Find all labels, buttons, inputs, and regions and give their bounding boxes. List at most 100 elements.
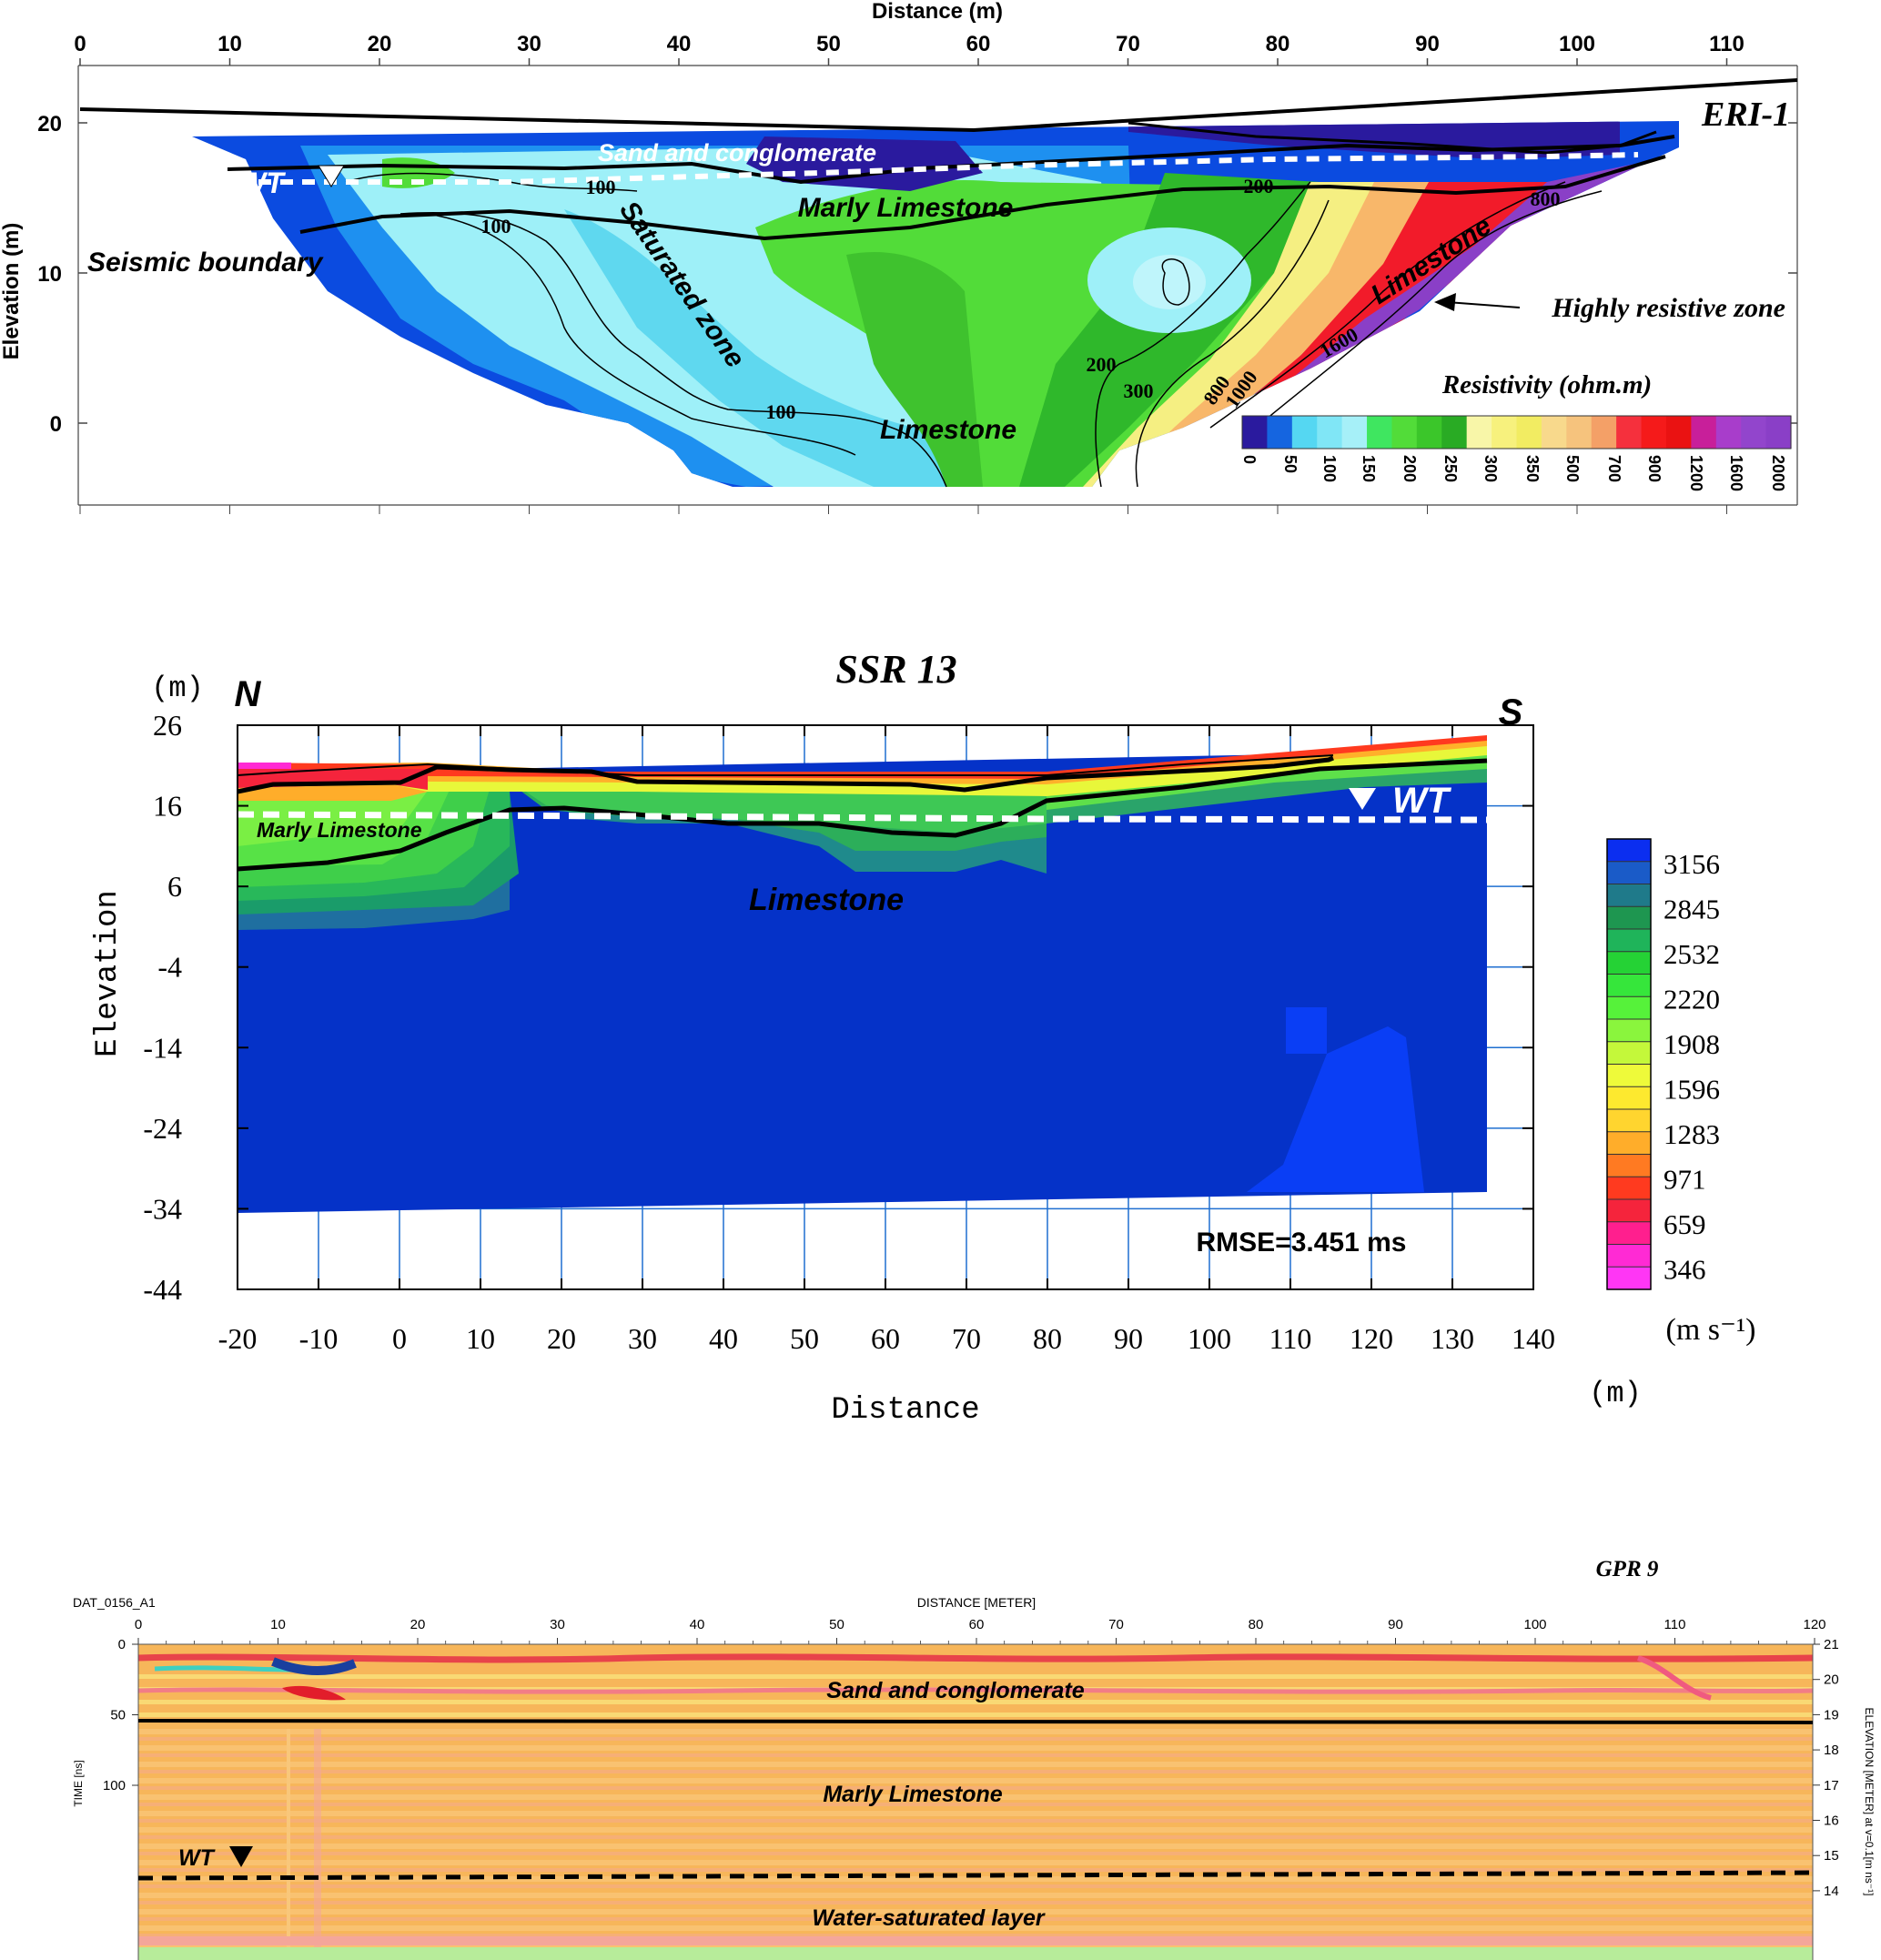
gpr-wt-marker [229, 1846, 253, 1867]
eri-x-tick-label: 10 [217, 32, 242, 56]
ssr-y-tick-label: 16 [153, 790, 182, 823]
eri-y-tick-label: 10 [37, 262, 62, 287]
ssr-legend-tick-label: 2845 [1664, 894, 1720, 925]
eri-x-tick-label: 110 [1709, 32, 1744, 56]
ssr-legend-swatch [1607, 1064, 1651, 1087]
eri-x-tick-label: 100 [1559, 32, 1595, 56]
ssr-legend-swatch [1607, 1221, 1651, 1246]
ssr-legend-tick-label: 971 [1664, 1164, 1706, 1196]
eri-contour-label: 800 [1531, 187, 1561, 210]
gpr-radargram [138, 1644, 1813, 1960]
ssr-legend-ticks: 3156 2845 2532 2220 1908 1596 1283 971 659 346 [1664, 848, 1720, 1286]
eri-legend-swatch [1367, 416, 1393, 449]
ssr-x-tick-label: 130 [1431, 1322, 1474, 1355]
gpr-y-tick-label: 100 [103, 1778, 126, 1793]
gpr-band-pink [138, 1901, 1813, 1904]
ssr-legend-swatch [1607, 974, 1651, 997]
gpr-band-pink [138, 1819, 1813, 1823]
eri-legend-frame [1241, 415, 1792, 450]
gpr-x-tick-label: 110 [1664, 1617, 1686, 1632]
gpr-band-pink [138, 1770, 1813, 1773]
ssr-legend-tick-label: 346 [1664, 1254, 1706, 1286]
ssr-y-tick-label: -4 [157, 951, 182, 984]
gpr-right-ticks: 21 20 19 18 17 16 15 14 [1813, 1637, 1839, 1899]
eri-label-limestone-bottom: Limestone [880, 415, 1016, 445]
eri-legend-swatch [1691, 416, 1717, 449]
gpr-right-label: ELEVATION [METER] at v=0.1[m ns⁻¹] [1863, 1708, 1876, 1896]
ssr-y-ticks: 26 16 6 -4 -14 -24 -34 -44 [143, 709, 1533, 1306]
gpr-bands [138, 1674, 1813, 1954]
eri-label-wt: WT [238, 167, 286, 199]
ssr-legend-tick-label: 659 [1664, 1208, 1706, 1240]
eri-y-tick-label: 20 [37, 112, 62, 136]
ssr-north: N [235, 674, 262, 714]
gpr-band-pink [138, 1917, 1813, 1921]
eri-x-tick-label: 20 [368, 32, 392, 56]
ssr-legend-tick-label: 1908 [1664, 1028, 1720, 1060]
gpr-x-tick-label: 50 [829, 1617, 844, 1632]
eri-legend-tick-label: 200 [1401, 455, 1419, 482]
gpr-band-light [138, 1893, 1813, 1898]
gpr-x-tick-label: 10 [270, 1617, 286, 1632]
gpr-band-pink [138, 1868, 1813, 1872]
gpr-y-tick-label: 50 [110, 1708, 126, 1723]
eri-x-tick-label: 40 [667, 32, 692, 56]
ssr-legend-unit: (m s⁻¹) [1666, 1313, 1756, 1347]
ssr-legend-tick-label: 2220 [1664, 984, 1720, 1015]
gpr-label-wt: WT [178, 1845, 217, 1871]
eri-contour-label: 200 [1087, 353, 1117, 376]
gpr-band-yellow [138, 1674, 1813, 1679]
gpr-band-light [138, 1762, 1813, 1767]
ssr-wt-dashed-line [237, 811, 1488, 823]
gpr-x-tick-label: 0 [135, 1617, 142, 1632]
eri-label-highly: Highly resistive zone [1551, 293, 1785, 323]
eri-legend-title: Resistivity (ohm.m) [1441, 370, 1652, 399]
eri-legend-swatch [1317, 416, 1343, 449]
ssr-label-marly: Marly Limestone [257, 818, 422, 842]
eri-highly-arrow-head [1434, 293, 1456, 311]
ssr-x-tick-label: 110 [1269, 1322, 1312, 1355]
eri-legend-swatch [1591, 416, 1617, 449]
ssr-legend-swatch [1607, 884, 1651, 907]
ssr-ylabel: Elevation [91, 890, 126, 1057]
eri-xlabel: Distance (m) [872, 0, 1003, 24]
eri-zone-cyan [564, 209, 983, 487]
eri-top-right-line [1128, 121, 1657, 155]
gpr-band-light [138, 1860, 1813, 1865]
ssr-legend-swatch [1607, 1041, 1651, 1066]
ssr-x-ticks: -20 -10 0 10 20 30 40 50 60 70 80 90 100 110 120 130 140 [218, 725, 1555, 1355]
gpr-band-yellow [138, 1712, 1813, 1717]
ssr-legend-swatch [1607, 951, 1651, 975]
eri-legend-tick-label: 700 [1605, 455, 1623, 482]
ssr-limestone-body [238, 751, 1487, 1213]
gpr-top-dark-reflector [271, 1657, 357, 1675]
gpr-vertical-noise-2 [314, 1729, 321, 1960]
eri-ylabel: Elevation (m) [0, 223, 24, 360]
eri-contour-label: 100 [586, 176, 616, 198]
gpr-x-tick-label: 30 [550, 1617, 565, 1632]
ssr-legend-tick-label: 1596 [1664, 1074, 1720, 1106]
ssr-legend-swatch [1607, 1019, 1651, 1043]
ssr-x-tick-label: 10 [466, 1322, 495, 1355]
ssr-legend-swatch [1607, 1109, 1651, 1133]
eri-zone-orange [1115, 182, 1438, 487]
gpr-title: GPR 9 [1596, 1557, 1659, 1581]
ssr-legend-swatch [1607, 1267, 1651, 1290]
eri-legend-tick-label: 1200 [1687, 455, 1705, 491]
gpr-right-tick-label: 21 [1824, 1637, 1839, 1652]
gpr-band-light [138, 1778, 1813, 1783]
gpr-band-pink [138, 1835, 1813, 1839]
gpr-label-marly: Marly Limestone [823, 1782, 1002, 1807]
eri-contour-label: 200 [1244, 175, 1274, 197]
ssr-y-tick-label: -34 [143, 1192, 182, 1225]
ssr-legend-swatch [1607, 839, 1651, 863]
gpr-x-tick-label: 100 [1523, 1617, 1546, 1632]
ssr-legend-swatch [1607, 929, 1651, 953]
eri-legend-swatch [1741, 416, 1767, 449]
ssr-x-tick-label: 120 [1350, 1322, 1393, 1355]
ssr-wt-marker [1349, 788, 1376, 810]
gpr-x-tick-label: 120 [1803, 1617, 1825, 1632]
gpr-file-label: DAT_0156_A1 [73, 1595, 156, 1610]
gpr-band-light [138, 1745, 1813, 1751]
ssr-x-tick-label: -20 [218, 1322, 258, 1355]
